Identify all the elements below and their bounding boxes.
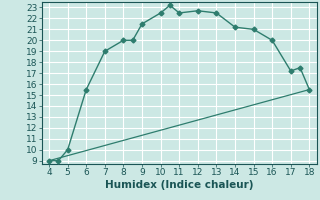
X-axis label: Humidex (Indice chaleur): Humidex (Indice chaleur) xyxy=(105,180,253,190)
